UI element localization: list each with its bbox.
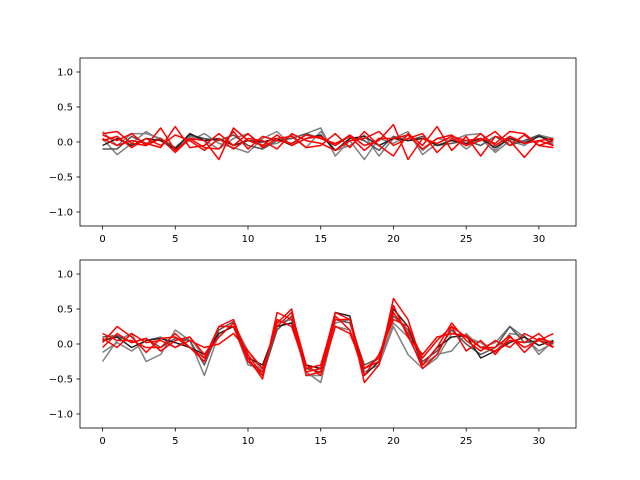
top-y-tick-label-0: −1.0 [49,208,73,219]
top-x-tick-label-1: 5 [172,234,178,245]
bottom-x-tick-label-3: 15 [314,436,327,447]
top-series-line-7 [102,130,554,154]
bottom-series-line-7 [102,304,554,377]
top-x-tick-label-5: 25 [460,234,473,245]
top-y-tick-label-2: 0.0 [57,138,73,149]
top-series-line-5 [102,125,554,159]
bottom-x-tick-label-5: 25 [460,436,473,447]
bottom-series-line-6 [102,315,554,377]
bottom-plot: 0 5 10 15 20 25 30 −1.0 −0.5 0.0 0.5 1.0 [49,259,577,447]
top-x-tick-label-3: 15 [314,234,327,245]
top-y-tick-label-1: −0.5 [49,173,73,184]
bottom-x-tick-label-2: 10 [242,436,255,447]
top-plot: 0 5 10 15 20 25 30 −1.0 −0.5 0.0 0.5 1.0 [49,57,577,245]
top-x-tick-label-6: 30 [533,234,546,245]
bottom-y-tick-label-2: 0.0 [57,340,73,351]
bottom-y-tick-label-3: 0.5 [57,305,73,316]
bottom-x-tick-label-4: 20 [387,436,400,447]
bottom-y-tick-label-1: −0.5 [49,375,73,386]
bottom-y-tick-label-4: 1.0 [57,270,73,281]
top-y-tick-label-4: 1.0 [57,68,73,79]
top-x-tick-label-0: 0 [99,234,105,245]
top-series-line-6 [102,127,554,152]
bottom-y-tick-label-0: −1.0 [49,410,73,421]
top-x-tick-label-4: 20 [387,234,400,245]
bottom-x-tick-label-0: 0 [99,436,105,447]
bottom-x-tick-label-6: 30 [533,436,546,447]
top-y-tick-label-3: 0.5 [57,103,73,114]
top-x-tick-label-2: 10 [242,234,255,245]
bottom-x-tick-label-1: 5 [172,436,178,447]
